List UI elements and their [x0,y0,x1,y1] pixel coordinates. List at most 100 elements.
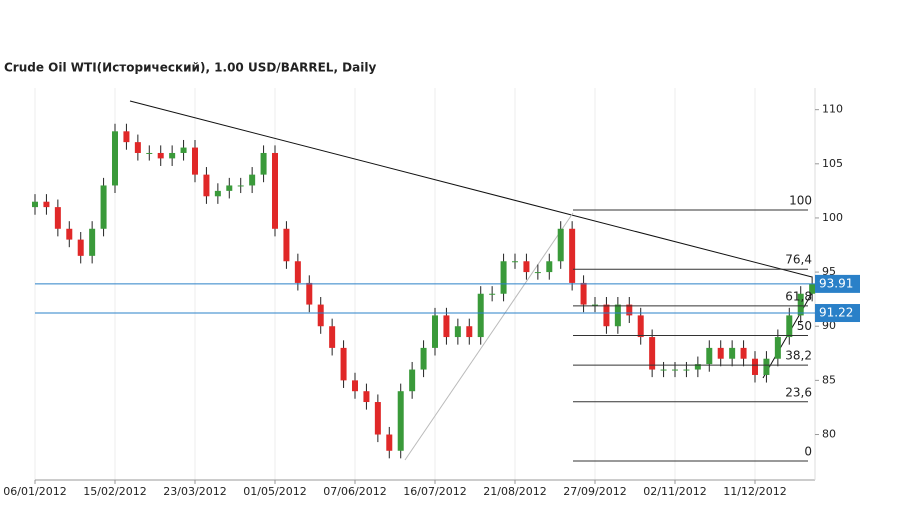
candle-body [226,185,233,191]
candle-body [797,293,804,316]
candle-body [694,364,701,370]
candle-body [169,152,176,159]
fib-label: 23,6 [785,385,812,399]
candle-body [626,304,633,316]
y-tick-label: 95 [822,265,836,278]
candle-body [443,315,450,338]
candle-body [614,304,621,327]
trend-line [404,212,574,461]
candle-body [534,272,541,274]
candle-body [603,304,610,327]
candle-body [569,228,576,283]
candle-body [89,228,96,256]
candle-body [729,347,736,359]
x-tick-label: 15/02/2012 [83,485,146,498]
candle-body [420,347,427,370]
candle-body [317,304,324,327]
candle-body [329,326,336,348]
fib-label: 76,4 [785,253,812,267]
candle-body [774,337,781,359]
candle-body [157,152,164,159]
price-tag-label: 91.22 [819,306,853,320]
candle-body [706,347,713,365]
candle-body [77,239,84,256]
x-tick-label: 02/11/2012 [643,485,706,498]
candle-body [717,347,724,359]
candle-body [66,228,73,240]
candle-body [374,402,381,435]
y-tick-label: 100 [822,211,843,224]
candle-body [397,391,404,451]
y-tick-label: 105 [822,157,843,170]
candle-body [523,261,530,273]
candle-body [546,261,553,273]
x-tick-label: 16/07/2012 [403,485,466,498]
candle-body [100,185,107,229]
price-tag [815,304,860,323]
fib-label: 38,2 [785,349,812,363]
candle-body [192,147,198,175]
price-tag [815,274,860,293]
candle-body [214,190,221,197]
candle-body [352,380,358,392]
candle-body [306,282,313,305]
candle-body [32,201,38,208]
candle-body [763,358,770,375]
y-tick-label: 90 [822,319,836,332]
y-tick-label: 80 [822,428,836,441]
candle-body [500,261,507,294]
candle-body [409,369,416,392]
candle-body [649,337,656,370]
fib-label: 61,8 [785,289,812,303]
candle-body [489,293,496,295]
fib-label: 50 [797,319,812,333]
candle-body [454,326,461,338]
candle-body [283,228,290,262]
chart-title: Crude Oil WTI(Исторический), 1.00 USD/BA… [4,61,376,75]
candle-body [592,304,598,306]
candle-body [683,369,690,371]
trend-line [129,100,813,278]
candle-body [809,284,816,294]
candle-body [249,174,256,186]
candle-body [237,185,244,187]
candle-body [134,142,141,153]
candle-body [740,347,747,359]
x-tick-label: 01/05/2012 [243,485,306,498]
y-tick-label: 110 [822,103,843,116]
x-tick-label: 23/03/2012 [163,485,226,498]
candle-body [752,358,758,375]
candle-body [260,152,267,175]
candle-body [180,147,187,153]
candle-body [54,207,61,229]
candle-body [123,131,130,143]
candle-body [477,293,484,338]
candle-body [203,174,210,197]
candle-body [557,228,564,262]
x-tick-label: 27/09/2012 [563,485,626,498]
x-tick-label: 11/12/2012 [723,485,786,498]
y-tick-label: 85 [822,373,836,386]
candle-body [672,369,678,371]
candle-body [786,315,793,338]
candle-body [637,315,644,338]
candle-body [512,261,518,263]
candle-body [363,391,370,403]
candle-body [466,326,473,338]
x-tick-label: 07/06/2012 [323,485,386,498]
x-tick-label: 21/08/2012 [483,485,546,498]
candle-body [294,261,301,283]
fib-label: 0 [804,445,812,459]
candle-body [43,201,50,208]
candle-body [432,315,438,348]
fib-label: 100 [789,194,812,208]
candle-body [146,152,153,154]
price-tag-label: 93.91 [819,276,853,290]
candle-body [272,152,278,229]
candle-body [386,434,393,451]
x-tick-label: 06/01/2012 [3,485,66,498]
candle-body [340,347,347,381]
candle-body [660,369,667,371]
candle-body [580,282,587,305]
